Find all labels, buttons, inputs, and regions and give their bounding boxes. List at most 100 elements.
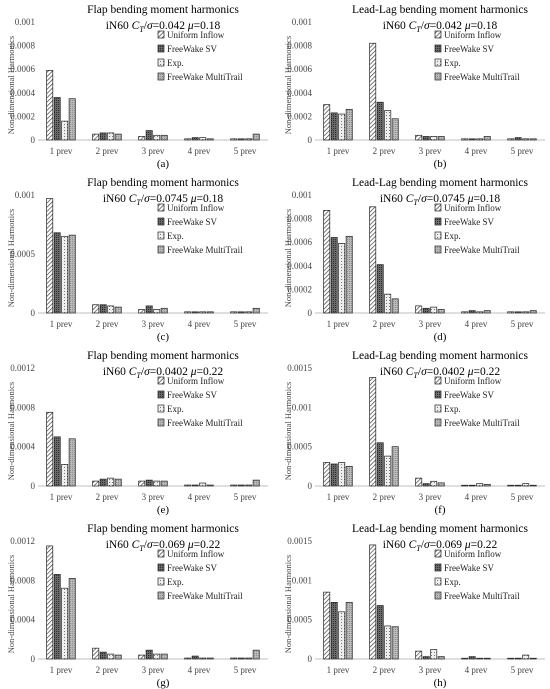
legend-swatch: [157, 549, 165, 558]
bar-freewake-multitrail-5-prev: [252, 133, 260, 141]
chart-panel-g: Flap bending moment harmonics iN60 CT/σ=0…: [6, 523, 268, 689]
bar-uniform-inflow-1-prev: [46, 198, 54, 314]
bar-uniform-inflow-1-prev: [46, 545, 54, 660]
bar-exp--1-prev: [338, 462, 346, 487]
bar-exp--5-prev: [522, 483, 530, 487]
legend-swatch: [434, 58, 442, 67]
legend-label: Uniform Inflow: [444, 549, 502, 559]
bar-freewake-sv-3-prev: [422, 483, 430, 487]
legend-entry: Uniform Inflow: [434, 549, 502, 559]
x-tick-label: 4 prev: [465, 665, 488, 675]
y-tick-label: 0.001: [292, 402, 312, 412]
legend-entry: FreeWake SV: [157, 44, 218, 54]
y-tick-label: 0.0004: [10, 615, 35, 625]
bar-freewake-sv-2-prev: [376, 605, 384, 660]
legend-swatch: [157, 245, 165, 254]
bar-exp--5-prev: [522, 311, 530, 314]
y-tick-label: 0.0015: [287, 536, 312, 546]
y-tick-label: 0: [31, 654, 36, 664]
bar-freewake-multitrail-5-prev: [252, 307, 260, 314]
panel-caption: (c): [157, 331, 170, 343]
legend-label: Exp.: [167, 404, 184, 414]
x-tick-label: 1 prev: [50, 665, 73, 675]
legend-label: FreeWake MultiTrail: [167, 72, 243, 82]
bar-freewake-sv-4-prev: [468, 138, 476, 141]
y-tick-label: 0.001: [15, 190, 35, 200]
y-tick-label: 0.0008: [10, 41, 35, 51]
bar-uniform-inflow-4-prev: [184, 657, 192, 660]
legend-label: FreeWake SV: [444, 390, 495, 400]
bar-exp--5-prev: [245, 657, 253, 660]
bar-freewake-sv-4-prev: [191, 655, 199, 660]
bar-uniform-inflow-2-prev: [92, 304, 100, 314]
bar-exp--4-prev: [476, 311, 484, 314]
chart-subtitle: iN60 CT/σ=0.069 μ=0.22: [383, 539, 498, 553]
y-tick-label: 0.001: [292, 17, 312, 27]
bar-exp--4-prev: [199, 482, 207, 487]
bar-exp--2-prev: [384, 293, 392, 314]
legend-entry: Uniform Inflow: [434, 203, 502, 213]
bar-uniform-inflow-1-prev: [323, 209, 331, 314]
x-tick-label: 3 prev: [142, 492, 165, 502]
x-tick-label: 3 prev: [142, 146, 165, 156]
y-tick-label: 0.0005: [287, 442, 312, 452]
legend-label: Exp.: [167, 577, 184, 587]
bar-exp--4-prev: [476, 483, 484, 487]
bar-exp--3-prev: [153, 480, 161, 487]
legend-label: Uniform Inflow: [444, 30, 502, 40]
legend-label: FreeWake MultiTrail: [444, 72, 520, 82]
y-tick-label: 0: [31, 481, 36, 491]
x-tick-label: 1 prev: [327, 665, 350, 675]
legend-swatch: [157, 203, 165, 212]
legend-label: Exp.: [167, 231, 184, 241]
bar-freewake-sv-5-prev: [514, 657, 522, 660]
x-tick-label: 5 prev: [511, 492, 534, 502]
bar-uniform-inflow-5-prev: [230, 311, 238, 314]
legend-label: Exp.: [444, 231, 461, 241]
bar-freewake-multitrail-2-prev: [114, 654, 122, 660]
x-tick-label: 5 prev: [511, 665, 534, 675]
legend-label: FreeWake MultiTrail: [444, 245, 520, 255]
bar-freewake-multitrail-2-prev: [114, 306, 122, 314]
bar-uniform-inflow-4-prev: [461, 657, 469, 660]
bar-exp--2-prev: [384, 625, 392, 660]
bar-freewake-sv-2-prev: [376, 442, 384, 487]
chart-subtitle: iN60 CT/σ=0.069 μ=0.22: [106, 539, 221, 553]
legend-label: FreeWake SV: [167, 563, 218, 573]
x-tick-label: 4 prev: [465, 492, 488, 502]
bar-freewake-sv-3-prev: [145, 649, 153, 660]
bar-freewake-multitrail-4-prev: [483, 136, 491, 141]
y-tick-label: 0.0012: [10, 536, 35, 546]
bar-freewake-sv-2-prev: [99, 304, 107, 314]
x-tick-label: 3 prev: [419, 492, 442, 502]
legend-swatch: [434, 390, 442, 399]
chart-panel-d: Lead-Lag bending moment harmonics iN60 CT…: [283, 177, 545, 343]
panel-caption: (e): [157, 504, 170, 516]
bar-exp--5-prev: [522, 138, 530, 141]
bar-freewake-multitrail-5-prev: [252, 649, 260, 660]
legend-entry: Uniform Inflow: [157, 549, 225, 559]
panel-caption: (b): [434, 158, 447, 170]
bar-uniform-inflow-2-prev: [369, 544, 377, 660]
bar-uniform-inflow-5-prev: [230, 484, 238, 487]
legend-entry: FreeWake MultiTrail: [157, 245, 243, 255]
legend-label: Uniform Inflow: [167, 376, 225, 386]
x-tick-label: 1 prev: [50, 146, 73, 156]
y-tick-label: 0: [308, 481, 313, 491]
bar-exp--5-prev: [522, 654, 530, 660]
bar-exp--1-prev: [338, 243, 346, 314]
bar-freewake-sv-5-prev: [237, 657, 245, 660]
bar-freewake-multitrail-5-prev: [529, 657, 537, 660]
bar-freewake-sv-3-prev: [422, 656, 430, 660]
bar-exp--4-prev: [199, 311, 207, 314]
legend-entry: FreeWake SV: [157, 563, 218, 573]
bar-uniform-inflow-1-prev: [323, 462, 331, 487]
legend-swatch: [434, 404, 442, 413]
legend-swatch: [434, 44, 442, 53]
bar-freewake-sv-2-prev: [376, 101, 384, 141]
chart-panel-c: Flap bending moment harmonics iN60 CT/σ=0…: [6, 177, 268, 343]
bar-freewake-sv-4-prev: [191, 484, 199, 487]
legend-swatch: [157, 58, 165, 67]
x-tick-label: 3 prev: [142, 665, 165, 675]
legend-swatch: [157, 376, 165, 385]
